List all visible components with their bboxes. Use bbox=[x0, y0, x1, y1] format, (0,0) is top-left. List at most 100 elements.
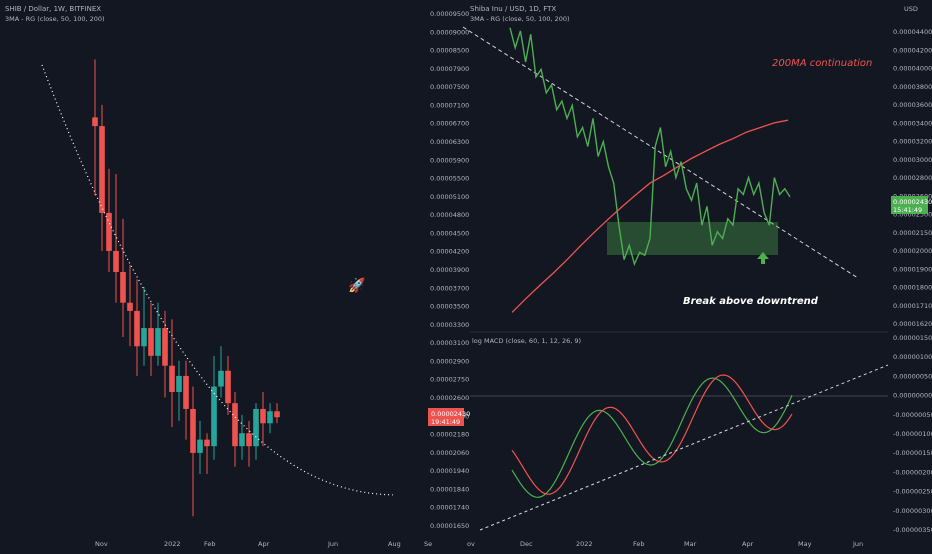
price-tick-label: 0.00001620 bbox=[893, 320, 932, 328]
annotation-200ma: 200MA continuation bbox=[772, 58, 872, 69]
candle-body bbox=[239, 433, 245, 447]
time-tick-label: Apr bbox=[258, 540, 270, 548]
price-tick-label: 0.00007500 bbox=[430, 83, 469, 91]
macd-uptrend-line bbox=[479, 364, 889, 531]
time-tick-label: Apr bbox=[742, 540, 754, 548]
svg-text:19:41:49: 19:41:49 bbox=[431, 418, 460, 426]
time-tick-label: 2022 bbox=[164, 540, 181, 548]
support-zone bbox=[607, 222, 778, 255]
price-tick-label: 0.00002600 bbox=[430, 394, 469, 402]
macd-tick-label: -0.00000100 bbox=[893, 430, 932, 438]
candle-body bbox=[148, 328, 154, 356]
macd-title: log MACD (close, 60, 1, 12, 26, 9) bbox=[472, 337, 581, 345]
downtrend-line bbox=[462, 26, 859, 279]
price-tick-label: 0.00009500 bbox=[430, 10, 469, 18]
macd-line-green bbox=[511, 377, 793, 498]
macd-tick-label: 0.00000050 bbox=[893, 372, 932, 380]
price-tick-label: 0.00002060 bbox=[430, 449, 469, 457]
price-tick-label: 0.00003800 bbox=[893, 83, 932, 91]
candle-body bbox=[225, 370, 231, 404]
svg-text:0.00002430: 0.00002430 bbox=[893, 198, 932, 206]
price-tick-label: 0.00001940 bbox=[430, 467, 469, 475]
price-tick-label: 0.00004400 bbox=[893, 28, 932, 36]
candle-body bbox=[120, 272, 126, 303]
candle-body bbox=[141, 328, 147, 347]
macd-tick-label: -0.00000200 bbox=[893, 468, 932, 476]
price-tick-label: 0.00001800 bbox=[893, 284, 932, 292]
price-tick-label: 0.00005100 bbox=[430, 193, 469, 201]
time-tick-label: ov bbox=[467, 540, 475, 548]
price-tick-label: 0.00001710 bbox=[893, 302, 932, 310]
time-tick-label: Jun bbox=[327, 540, 338, 548]
price-tick-label: 0.00002180 bbox=[430, 431, 469, 439]
time-tick-label: Nov bbox=[95, 540, 108, 548]
price-tick-label: 0.00002750 bbox=[430, 376, 469, 384]
usd-label: USD bbox=[904, 5, 918, 13]
time-tick-label: Feb bbox=[633, 540, 645, 548]
macd-line-red bbox=[511, 374, 793, 495]
price-tick-label: 0.00005900 bbox=[430, 156, 469, 164]
candle-body bbox=[260, 408, 266, 424]
macd-tick-label: -0.00000250 bbox=[893, 488, 932, 496]
price-tick-label: 0.00003000 bbox=[893, 156, 932, 164]
left-panel[interactable]: SHIB / Dollar, 1W, BITFINEX 3MA - RG (cl… bbox=[5, 5, 393, 517]
candle-body bbox=[204, 439, 210, 447]
macd-tick-label: -0.00000350 bbox=[893, 526, 932, 534]
candle-body bbox=[274, 411, 280, 418]
right-panel[interactable]: Shiba Inu / USD, 1D, FTX 3MA - RG (close… bbox=[462, 5, 918, 531]
annotation-breakout: Break above downtrend bbox=[683, 296, 819, 307]
time-tick-label: Dec bbox=[520, 540, 533, 548]
candle-body bbox=[106, 212, 112, 251]
time-tick-label: Feb bbox=[204, 540, 216, 548]
left-chart-title: SHIB / Dollar, 1W, BITFINEX bbox=[5, 5, 101, 13]
price-tick-label: 0.00003100 bbox=[430, 339, 469, 347]
price-tick-label: 0.00003900 bbox=[430, 266, 469, 274]
candle-body bbox=[218, 370, 224, 387]
price-tick-label: 0.00002150 bbox=[893, 229, 932, 237]
candle-body bbox=[267, 411, 273, 424]
price-tick-label: 0.00001840 bbox=[430, 485, 469, 493]
price-tick-label: 0.00002800 bbox=[893, 174, 932, 182]
time-tick-label: Mar bbox=[684, 540, 697, 548]
up-arrow-icon bbox=[757, 252, 769, 264]
price-tick-label: 0.00003200 bbox=[893, 138, 932, 146]
candle-body bbox=[232, 403, 238, 447]
price-tick-label: 0.00002000 bbox=[893, 247, 932, 255]
candle-body bbox=[127, 302, 133, 311]
price-tick-label: 0.00009000 bbox=[430, 28, 469, 36]
macd-tick-label: 0.00000100 bbox=[893, 353, 932, 361]
left-price-axis[interactable]: 0.00009500 0.00009000 0.00008500 0.00007900… bbox=[422, 0, 469, 550]
candle-body bbox=[113, 250, 119, 273]
right-chart-title: Shiba Inu / USD, 1D, FTX bbox=[470, 5, 556, 13]
price-tick-label: 0.00005500 bbox=[430, 175, 469, 183]
candle-body bbox=[169, 365, 175, 392]
macd-tick-label: 0.00000000 bbox=[893, 392, 932, 400]
price-tick-label: 0.00008500 bbox=[430, 47, 469, 55]
price-tick-label: 0.00003500 bbox=[430, 303, 469, 311]
price-tick-label: 0.00001740 bbox=[430, 504, 469, 512]
svg-text:0.00002430: 0.00002430 bbox=[431, 410, 470, 418]
candle-body bbox=[162, 328, 168, 366]
price-line bbox=[509, 27, 791, 267]
left-indicator-label: 3MA - RG (close, 50, 100, 200) bbox=[5, 15, 105, 23]
candle-body bbox=[155, 328, 161, 356]
price-tick-label: 0.00004500 bbox=[430, 229, 469, 237]
left-current-price-tag: 0.00002430 19:41:49 bbox=[428, 408, 470, 426]
price-tick-label: 0.00003300 bbox=[430, 321, 469, 329]
candle-body bbox=[176, 375, 182, 392]
time-tick-label: Aug bbox=[388, 540, 401, 548]
time-axes[interactable]: Nov 2022 Feb Apr Jun Aug Se ov Dec 2022 Feb Mar Apr M… bbox=[95, 540, 863, 548]
left-candles bbox=[92, 59, 280, 517]
candle-body bbox=[134, 310, 140, 347]
macd-tick-label: -0.00000150 bbox=[893, 449, 932, 457]
macd-tick-label: 0.00000150 bbox=[893, 334, 932, 342]
price-tick-label: 0.00003600 bbox=[893, 101, 932, 109]
price-tick-label: 0.00006300 bbox=[430, 138, 469, 146]
candle-body bbox=[92, 117, 98, 127]
candle-body bbox=[99, 126, 105, 213]
price-tick-label: 0.00007900 bbox=[430, 65, 469, 73]
candle-body bbox=[197, 439, 203, 453]
rocket-icon: 🚀 bbox=[348, 277, 366, 294]
price-tick-label: 0.00004200 bbox=[430, 248, 469, 256]
